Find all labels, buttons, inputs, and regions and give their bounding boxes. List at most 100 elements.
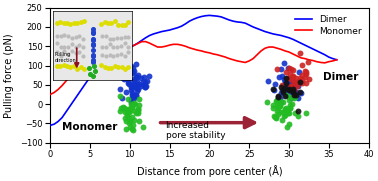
Point	[77, 65, 84, 68]
Point	[57, 21, 63, 24]
Point	[80, 38, 86, 41]
Point	[296, 81, 302, 84]
Point	[117, 87, 123, 90]
Point	[282, 80, 288, 83]
Dimer	[112, 51, 116, 53]
Point	[126, 122, 132, 125]
Point	[135, 76, 141, 79]
Point	[291, 97, 297, 100]
Point	[136, 119, 142, 122]
Point	[282, 82, 288, 85]
Point	[125, 65, 131, 68]
Point	[286, 88, 292, 91]
Point	[140, 125, 146, 128]
Point	[283, 106, 289, 109]
Point	[126, 109, 132, 112]
Point	[285, 79, 291, 82]
Point	[295, 84, 301, 87]
Point	[289, 89, 295, 92]
Dimer	[291, 38, 295, 40]
Point	[122, 24, 128, 27]
Point	[283, 81, 289, 84]
Point	[107, 43, 113, 46]
Point	[103, 46, 109, 49]
Point	[271, 88, 277, 91]
Point	[288, 85, 294, 88]
Point	[117, 95, 123, 98]
Point	[103, 54, 109, 57]
Point	[280, 111, 286, 114]
Point	[122, 35, 128, 38]
Point	[114, 37, 120, 39]
Point	[103, 35, 109, 37]
X-axis label: Distance from pore center (Å): Distance from pore center (Å)	[136, 165, 282, 177]
Point	[296, 80, 302, 83]
Point	[87, 67, 93, 70]
Point	[61, 33, 67, 36]
Dimer	[207, 14, 212, 16]
Point	[305, 60, 311, 63]
Point	[290, 75, 296, 78]
Point	[90, 28, 96, 31]
Monomer	[299, 57, 303, 59]
Point	[135, 88, 141, 91]
Point	[128, 89, 134, 92]
Point	[276, 104, 282, 107]
Point	[132, 103, 138, 106]
Point	[284, 88, 290, 91]
Point	[276, 75, 282, 78]
Point	[135, 108, 141, 110]
Legend: Dimer, Monomer: Dimer, Monomer	[293, 12, 364, 38]
Point	[130, 67, 136, 70]
Point	[112, 20, 118, 23]
Point	[135, 80, 141, 83]
Point	[287, 96, 293, 99]
Point	[285, 81, 291, 84]
Point	[274, 100, 280, 103]
Point	[122, 111, 128, 114]
Point	[282, 108, 288, 111]
Point	[296, 79, 302, 82]
Point	[129, 116, 135, 119]
Point	[287, 84, 293, 87]
Point	[283, 71, 289, 73]
Point	[54, 22, 60, 24]
Point	[129, 106, 135, 109]
Point	[278, 86, 284, 89]
Point	[132, 109, 138, 112]
Point	[122, 128, 129, 131]
Point	[299, 82, 305, 85]
Point	[122, 90, 129, 93]
Point	[141, 83, 147, 86]
Point	[124, 113, 130, 116]
Point	[302, 69, 308, 72]
Point	[280, 101, 286, 104]
Point	[130, 84, 136, 87]
Point	[57, 46, 64, 49]
Point	[126, 82, 132, 85]
Point	[274, 67, 280, 70]
Point	[299, 78, 305, 81]
Point	[129, 104, 135, 107]
Point	[292, 94, 298, 97]
Point	[125, 107, 131, 110]
Point	[141, 76, 147, 79]
Point	[125, 46, 131, 49]
Point	[287, 103, 293, 106]
Monomer	[139, 41, 144, 43]
Point	[64, 22, 70, 24]
Point	[90, 44, 96, 47]
Point	[107, 53, 113, 56]
Point	[133, 75, 139, 78]
Point	[114, 45, 120, 48]
Monomer	[112, 48, 116, 50]
Point	[272, 115, 278, 118]
Point	[282, 107, 288, 110]
Point	[134, 84, 140, 87]
Point	[133, 89, 139, 92]
Point	[131, 119, 137, 122]
Point	[69, 43, 75, 46]
Point	[61, 45, 67, 48]
Point	[143, 84, 149, 87]
Point	[128, 101, 134, 104]
